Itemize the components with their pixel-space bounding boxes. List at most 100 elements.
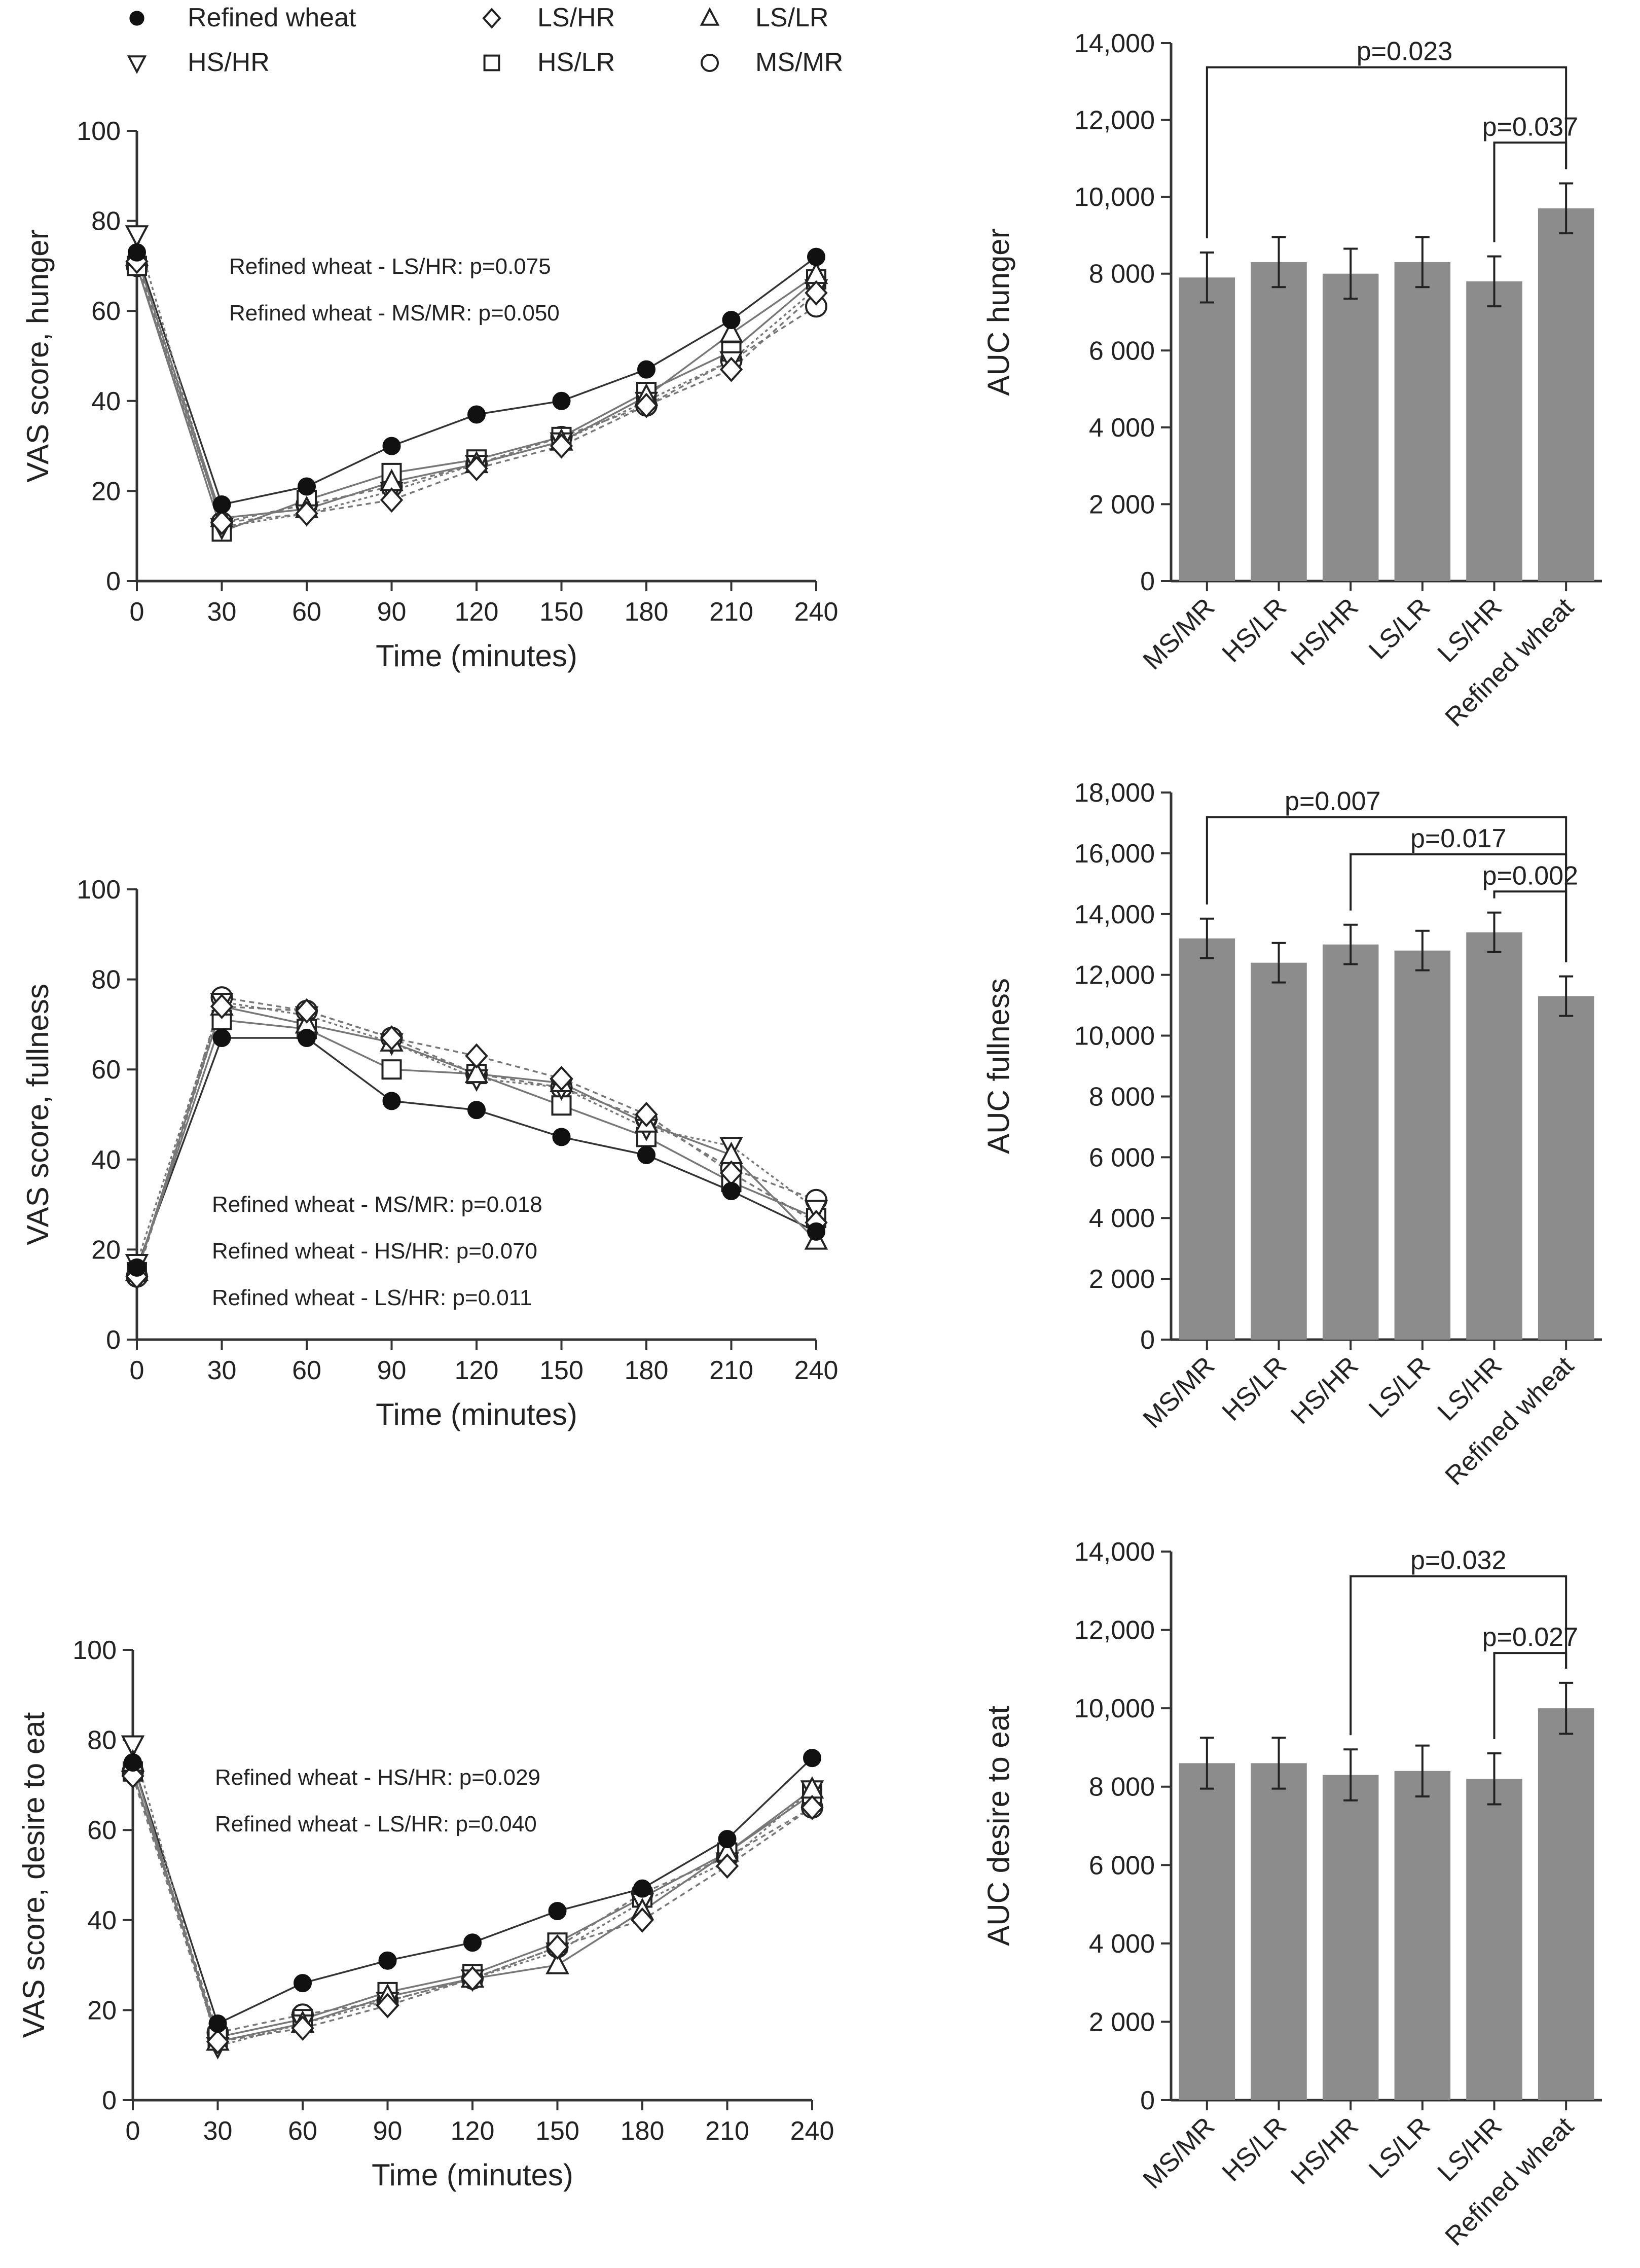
series-points-refined-wheat [128,1029,825,1277]
y-tick-label: 14,000 [1074,1537,1155,1567]
data-point-ls-hr [465,456,488,481]
bar-hs-hr [1322,1775,1379,2100]
bar-hs-hr [1322,273,1379,581]
bar-ms-mr [1179,1763,1235,2100]
y-tick-label: 6 000 [1089,1851,1155,1880]
y-tick-label: 0 [106,567,121,596]
y-axis-title: VAS score, desire to eat [17,1712,51,2038]
data-point-refined-wheat [294,1974,312,1993]
data-point-ls-hr [800,1794,824,1820]
data-point-ls-hr [465,1043,488,1069]
legend-item-ms-mr: MS/MR [701,48,843,77]
y-tick-label: 10,000 [1074,183,1155,212]
y-tick-label: 12,000 [1074,1616,1155,1645]
significance-label: p=0.007 [1285,787,1380,816]
data-point-ls-hr [805,280,828,306]
y-tick-label: 80 [87,1726,117,1755]
data-point-ls-hr [635,1102,658,1127]
data-point-ls-hr [210,510,234,535]
category-label-ms-mr: MS/MR [1138,1351,1221,1434]
category-label-hs-lr: HS/LR [1217,592,1292,668]
annotation: Refined wheat - MS/MR: p=0.018 [212,1192,542,1217]
significance-label: p=0.002 [1482,861,1578,890]
series-points-hs-lr [127,256,826,542]
data-point-hs-lr [381,1059,402,1080]
y-tick-label: 18,000 [1074,778,1155,808]
legend-label-ms-mr: MS/MR [755,48,843,77]
y-tick-label: 6 000 [1089,1143,1155,1172]
significance-label: p=0.032 [1410,1546,1506,1575]
data-point-ls-hr [376,1993,399,2019]
y-tick-label: 40 [91,1145,121,1175]
data-point-ls-hr [295,500,318,526]
data-point-refined-wheat [637,360,655,379]
significance-label: p=0.017 [1410,824,1506,853]
x-tick-label: 240 [794,597,839,627]
data-point-ls-hr [291,2015,314,2041]
bar-ls-hr [1466,1779,1522,2100]
legend-marker-ls-hr [482,8,501,29]
significance-bracket [1493,1652,1568,1740]
data-point-ls-lr [545,1952,569,1974]
legend-item-ls-hr: LS/HR [482,3,615,32]
x-tick-label: 0 [130,1356,144,1385]
x-tick-label: 120 [455,597,499,627]
x-tick-label: 90 [373,2116,403,2146]
data-point-ls-hr [121,1763,144,1789]
annotation: Refined wheat - LS/HR: p=0.075 [229,254,551,279]
series-points-refined-wheat [124,1749,821,2033]
x-tick-label: 30 [207,597,237,627]
y-tick-label: 20 [87,1996,117,2025]
bar-chart-5: 0 2 000 4 000 6 000 8 000 10,000 12,000 14,000 A… [981,1537,1602,2252]
data-point-ls-hr [380,1025,404,1051]
legend-item-hs-lr: HS/LR [483,48,615,77]
data-point-refined-wheat [718,1829,737,1848]
significance-bracket [1493,890,1568,962]
x-tick-label: 30 [207,1356,237,1385]
line-chart-2: 0 20 40 60 80 100 0 30 60 90 120 150 180 210 240 Time (… [21,875,838,1431]
data-point-refined-wheat [382,437,401,455]
data-point-refined-wheat [722,310,741,329]
data-point-ls-hr [545,1934,569,1960]
bar-ls-lr [1394,262,1451,581]
category-label-ls-lr: LS/LR [1363,592,1436,665]
data-point-ls-hr [380,487,404,513]
x-tick-label: 150 [539,1356,584,1385]
significance-bracket [1350,1575,1568,1736]
x-tick-label: 60 [288,2116,317,2146]
data-point-refined-wheat [803,1749,821,1768]
series-points-ls-hr [121,1763,824,2055]
bar-hs-lr [1251,1763,1307,2100]
data-point-hs-hr [125,225,149,248]
bar-ls-hr [1466,281,1522,581]
annotation: Refined wheat - LS/HR: p=0.040 [215,1812,537,1837]
y-tick-label: 100 [77,117,121,146]
legend-marker-hs-hr [127,55,147,74]
y-tick-label: 0 [106,1325,121,1355]
x-tick-label: 240 [790,2116,834,2146]
y-tick-label: 2 000 [1089,2007,1155,2037]
data-point-refined-wheat [298,477,316,496]
series-line-ms-mr [136,996,817,1277]
y-axis-title: AUC desire to eat [981,1706,1015,1946]
significance-bracket [1206,66,1568,239]
data-point-refined-wheat [807,247,825,266]
x-tick-label: 150 [539,597,584,627]
data-point-refined-wheat [128,243,146,262]
y-tick-label: 4 000 [1089,413,1155,443]
y-tick-label: 80 [91,207,121,236]
series-line-ls-hr [136,1005,817,1277]
y-tick-label: 8 000 [1089,1773,1155,1802]
annotation: Refined wheat - HS/HR: p=0.029 [215,1765,540,1790]
data-point-refined-wheat [378,1951,397,1970]
series-points-ls-hr [125,248,828,535]
x-axis-title: Time (minutes) [372,2158,573,2192]
y-tick-label: 14,000 [1074,29,1155,58]
data-point-refined-wheat [552,391,571,410]
y-tick-label: 14,000 [1074,900,1155,929]
bar-chart-3: 0 2 000 4 000 6 000 8 000 10,000 12,000 14,000 1… [981,778,1602,1491]
y-tick-label: 40 [87,1906,117,1935]
legend-marker-ms-mr [701,54,719,72]
y-tick-label: 16,000 [1074,839,1155,869]
